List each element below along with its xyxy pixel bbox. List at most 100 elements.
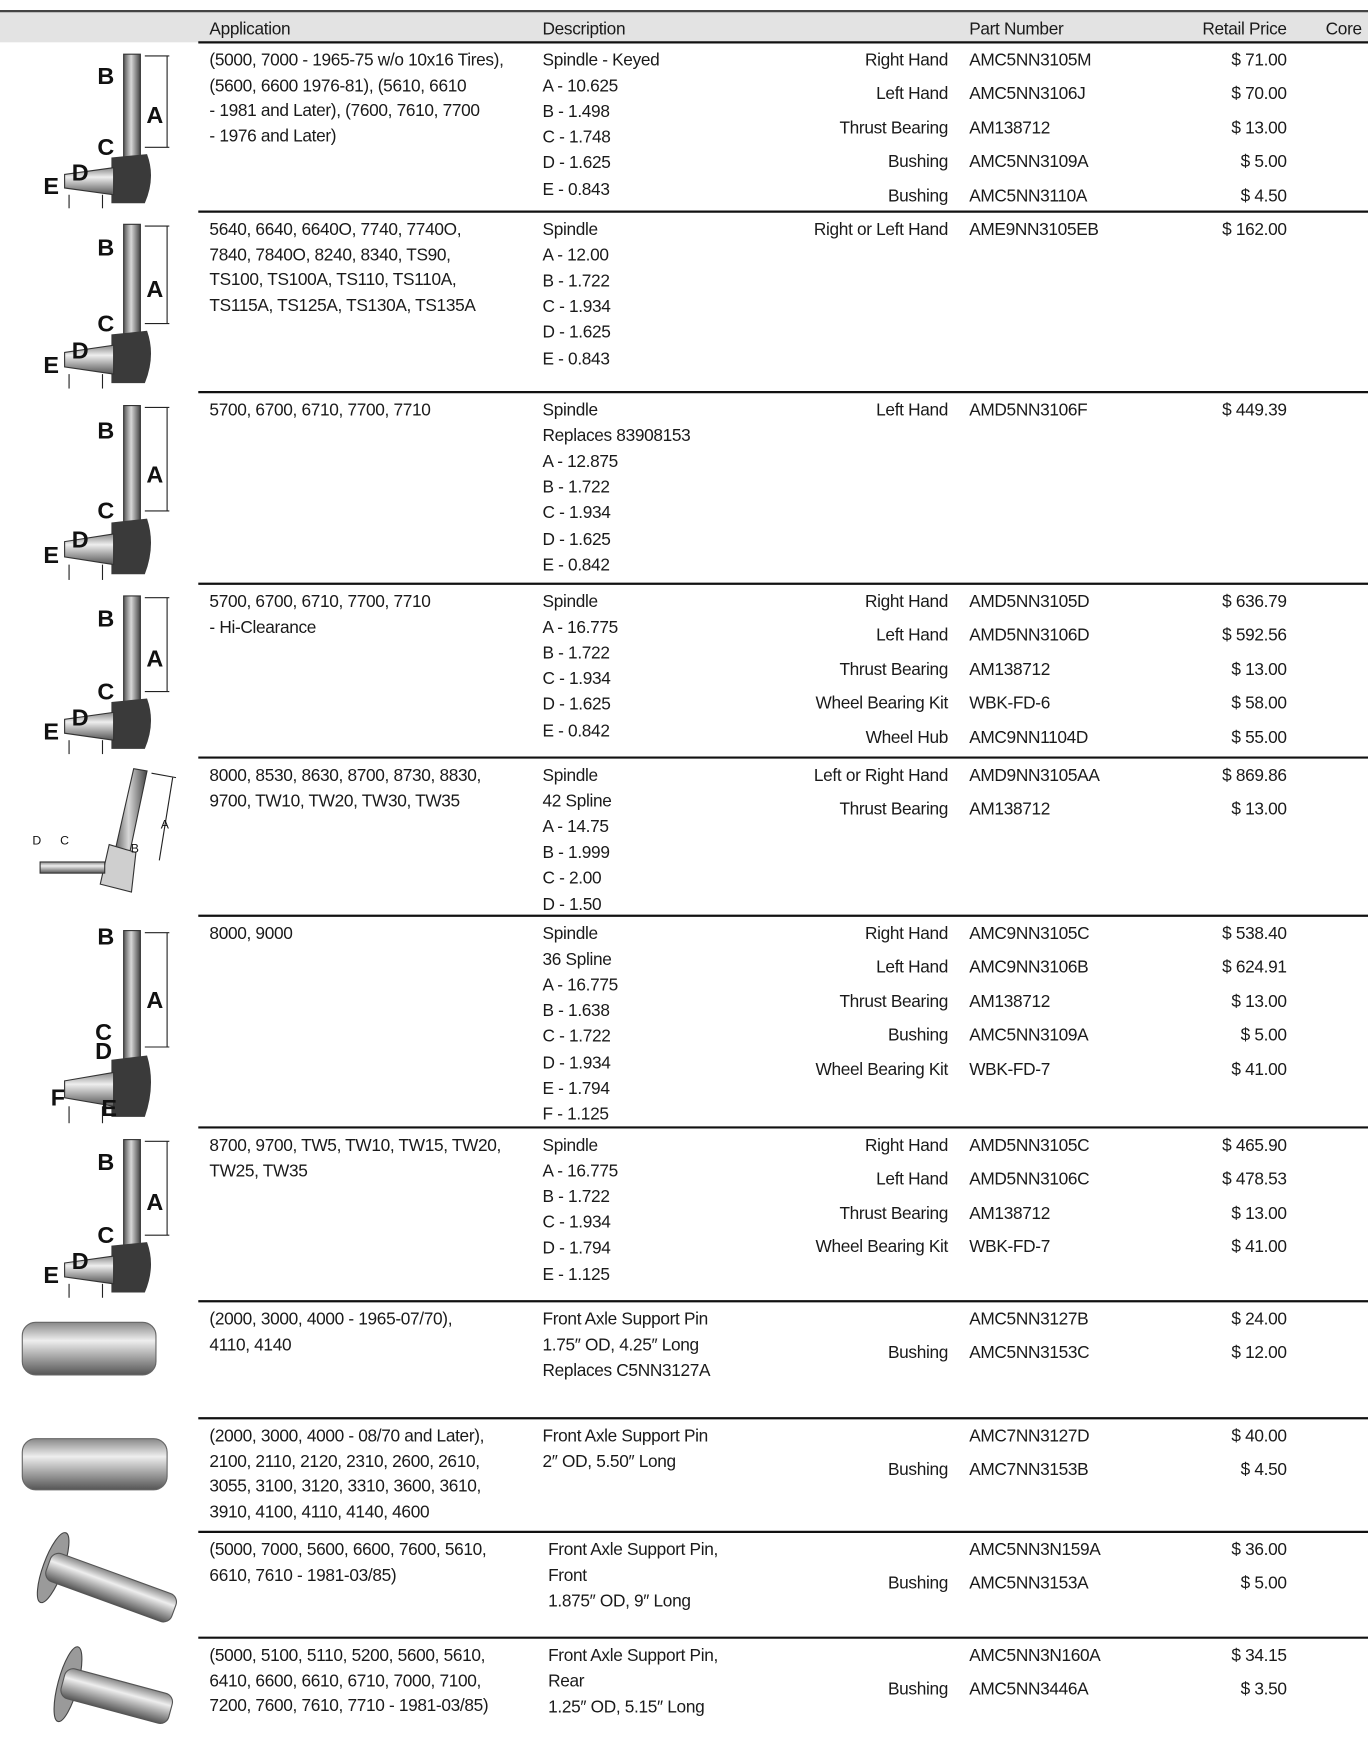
spindle-shaft [123,595,141,712]
part-number: AMC5NN3N160A [969,1646,1101,1666]
header-description: Description [542,20,626,39]
application-line: 3910, 4100, 4110, 4140, 4600 [209,1502,430,1522]
description-line: D - 1.625 [542,695,611,715]
image-label: B [97,605,114,631]
description-line: Spindle [542,924,599,944]
part-number: AMC5NN3446A [969,1680,1089,1700]
description-line: E - 1.125 [542,1265,610,1284]
image-label: C [95,1019,112,1045]
description-line: 1.25″ OD, 5.15″ Long [548,1698,705,1717]
spindle-shaft [123,930,141,1071]
part-number: AMD5NN3105C [969,1136,1090,1156]
description-line: 1.875″ OD, 9″ Long [548,1592,691,1612]
application-line: (5000, 7000 - 1965-75 w/o 10x16 Tires), [209,51,504,71]
retail-price: $ 13.00 [1231,660,1287,680]
retail-price: $ 58.00 [1231,694,1287,714]
dimension-line [158,777,174,861]
application-line: (2000, 3000, 4000 - 1965-07/70), [209,1310,453,1330]
description-line: D - 1.934 [542,1053,611,1073]
header-background [0,11,1368,43]
retail-price: $ 34.15 [1231,1646,1287,1666]
spindle-knuckle [111,154,152,204]
application-line: 8000, 8530, 8630, 8700, 8730, 8830, [209,766,481,786]
description-line: 2″ OD, 5.50″ Long [542,1452,677,1472]
part-type: Bushing [887,186,949,206]
part-type: Left Hand [876,401,949,421]
description-line: D - 1.794 [542,1239,611,1259]
spindle-stub [64,167,115,196]
image-label: E [101,1095,117,1121]
spindle-knuckle [111,698,152,749]
image-label: D [72,337,89,363]
description-line: A - 16.775 [542,976,619,996]
part-type: Thrust Bearing [839,800,949,820]
retail-price: $ 449.39 [1222,401,1287,421]
description-line: Rear [548,1672,585,1692]
image-label: A [161,818,170,832]
application-line: 9700, TW10, TW20, TW30, TW35 [209,791,460,811]
spindle-stub [39,861,106,874]
part-number: AMD9NN3105AA [969,766,1100,786]
part-number: AM138712 [969,660,1051,680]
part-type: Thrust Bearing [839,1204,949,1224]
header-application: Application [209,20,291,39]
part-number: AMC5NN3153A [969,1574,1089,1594]
part-type: Wheel Hub [865,728,949,748]
application-line: TS100, TS100A, TS110, TS110A, [209,270,457,290]
spindle-stub [64,711,115,741]
description-line: C - 1.748 [542,128,611,148]
part-type: Right or Left Hand [813,220,949,240]
image-label: C [97,310,114,336]
part-type: Wheel Bearing Kit [815,1237,949,1257]
image-label: E [43,173,59,199]
part-type: Right Hand [864,51,949,71]
description-line: Replaces C5NN3127A [542,1361,711,1381]
part-number: AMC5NN3109A [969,1026,1089,1046]
spindle-shaft [123,405,141,533]
part-number: AM138712 [969,1204,1051,1224]
description-line: B - 1.498 [542,102,610,122]
retail-price: $ 162.00 [1222,220,1287,240]
application-line: - 1976 and Later) [209,126,337,146]
description-line: B - 1.722 [542,272,610,291]
image-label: D [72,526,89,552]
image-label: B [131,841,139,855]
retail-price: $ 40.00 [1231,1427,1287,1447]
image-label: B [97,235,114,261]
part-type: Bushing [887,1574,949,1594]
description-line: A - 10.625 [542,76,619,96]
part-type: Left Hand [876,958,949,978]
image-label: D [72,704,89,730]
application-line: TW25, TW35 [209,1161,308,1181]
retail-price: $ 869.86 [1222,766,1287,786]
part-type: Bushing [887,152,949,172]
retail-price: $ 71.00 [1231,51,1287,71]
image-label: A [146,102,163,128]
header-part-number: Part Number [969,20,1064,39]
image-label: E [43,352,59,378]
application-line: 5700, 6700, 6710, 7700, 7710 [209,592,431,612]
pin-assembly [53,1646,174,1724]
image-label: E [43,1262,59,1288]
spindle-stub [64,533,115,566]
retail-price: $ 55.00 [1231,728,1287,748]
retail-price: $ 13.00 [1231,1204,1287,1224]
application-line: - 1981 and Later), (7600, 7610, 7700 [209,101,480,121]
part-type: Wheel Bearing Kit [815,1060,949,1080]
image-label: C [97,498,114,524]
image-label: E [43,542,59,568]
description-line: B - 1.722 [542,478,610,498]
description-line: Front Axle Support Pin [542,1310,709,1330]
part-type: Right Hand [864,924,949,944]
application-line: (5000, 7000, 5600, 6600, 7600, 5610, [209,1540,487,1560]
retail-price: $ 13.00 [1231,800,1287,820]
part-type: Left or Right Hand [813,766,949,786]
image-label: C [97,134,114,160]
image-label: A [146,276,163,302]
pin-body [21,1438,168,1491]
application-line: TS115A, TS125A, TS130A, TS135A [209,296,476,316]
part-type: Thrust Bearing [839,992,949,1012]
part-number: AM138712 [969,992,1051,1012]
part-type: Thrust Bearing [839,118,949,138]
